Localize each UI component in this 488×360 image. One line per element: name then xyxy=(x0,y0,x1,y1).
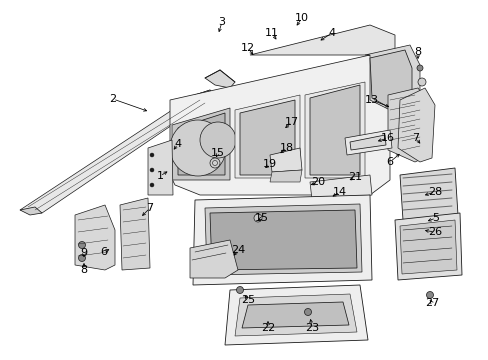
Polygon shape xyxy=(269,148,302,172)
Polygon shape xyxy=(120,198,150,270)
Polygon shape xyxy=(240,100,294,175)
Text: 6: 6 xyxy=(386,157,393,167)
Text: 15: 15 xyxy=(254,213,268,223)
Circle shape xyxy=(209,158,220,168)
Text: 28: 28 xyxy=(427,187,441,197)
Polygon shape xyxy=(204,204,361,275)
Text: 10: 10 xyxy=(294,13,308,23)
Circle shape xyxy=(79,255,85,261)
Polygon shape xyxy=(269,170,302,182)
Polygon shape xyxy=(242,302,348,328)
Text: 24: 24 xyxy=(230,245,244,255)
Polygon shape xyxy=(193,195,371,285)
Polygon shape xyxy=(399,168,457,220)
Polygon shape xyxy=(20,90,215,213)
Text: 7: 7 xyxy=(146,203,153,213)
Text: 3: 3 xyxy=(218,17,225,27)
Polygon shape xyxy=(75,205,115,270)
Text: 22: 22 xyxy=(260,323,275,333)
Polygon shape xyxy=(249,25,394,60)
Text: 16: 16 xyxy=(380,133,394,143)
Polygon shape xyxy=(387,88,429,162)
Polygon shape xyxy=(20,207,42,215)
Text: 13: 13 xyxy=(364,95,378,105)
Polygon shape xyxy=(309,85,359,175)
Polygon shape xyxy=(235,294,356,336)
Text: 1: 1 xyxy=(156,171,163,181)
Text: 14: 14 xyxy=(332,187,346,197)
Polygon shape xyxy=(209,210,356,270)
Text: 4: 4 xyxy=(174,139,181,149)
Polygon shape xyxy=(172,108,229,180)
Polygon shape xyxy=(178,113,224,175)
Text: 21: 21 xyxy=(347,172,361,182)
Circle shape xyxy=(417,78,425,86)
Polygon shape xyxy=(309,175,371,200)
Text: 2: 2 xyxy=(109,94,116,104)
Polygon shape xyxy=(349,135,385,150)
Circle shape xyxy=(304,309,311,315)
Polygon shape xyxy=(170,55,414,195)
Text: 7: 7 xyxy=(411,133,419,143)
Text: 18: 18 xyxy=(279,143,293,153)
Text: 27: 27 xyxy=(424,298,438,308)
Circle shape xyxy=(170,120,225,176)
Circle shape xyxy=(200,122,236,158)
Text: 8: 8 xyxy=(80,265,87,275)
Polygon shape xyxy=(148,140,173,195)
Text: 11: 11 xyxy=(264,28,279,38)
Text: 26: 26 xyxy=(427,227,441,237)
Polygon shape xyxy=(305,82,364,178)
Text: 23: 23 xyxy=(305,323,318,333)
Polygon shape xyxy=(224,285,367,345)
Text: 4: 4 xyxy=(328,28,335,38)
Circle shape xyxy=(150,153,154,157)
Polygon shape xyxy=(364,45,419,110)
Polygon shape xyxy=(345,130,391,155)
Circle shape xyxy=(150,168,154,172)
Text: 9: 9 xyxy=(80,248,87,258)
Polygon shape xyxy=(394,213,461,280)
Text: 8: 8 xyxy=(414,47,421,57)
Polygon shape xyxy=(235,95,299,178)
Circle shape xyxy=(150,183,154,187)
Circle shape xyxy=(79,242,85,248)
Polygon shape xyxy=(399,220,456,274)
Text: 12: 12 xyxy=(241,43,255,53)
Polygon shape xyxy=(397,88,434,162)
Circle shape xyxy=(236,287,243,293)
Circle shape xyxy=(426,292,433,298)
Text: 17: 17 xyxy=(285,117,299,127)
Polygon shape xyxy=(204,70,235,88)
Text: 19: 19 xyxy=(263,159,277,169)
Polygon shape xyxy=(195,90,215,100)
Polygon shape xyxy=(190,240,238,278)
Text: 5: 5 xyxy=(431,213,439,223)
Polygon shape xyxy=(369,50,411,108)
Text: 15: 15 xyxy=(210,148,224,158)
Circle shape xyxy=(416,65,422,71)
Circle shape xyxy=(253,214,262,222)
Text: 6: 6 xyxy=(101,247,107,257)
Text: 20: 20 xyxy=(310,177,325,187)
Text: 25: 25 xyxy=(241,295,255,305)
